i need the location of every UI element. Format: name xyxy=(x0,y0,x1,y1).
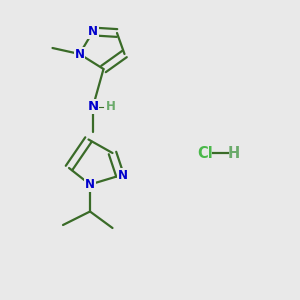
Text: N: N xyxy=(118,169,128,182)
Text: N: N xyxy=(74,47,85,61)
Text: N: N xyxy=(88,25,98,38)
Text: H: H xyxy=(228,146,240,160)
Text: Cl: Cl xyxy=(198,146,213,160)
Text: N: N xyxy=(87,100,99,113)
Text: N: N xyxy=(85,178,95,191)
Text: H: H xyxy=(106,100,116,113)
